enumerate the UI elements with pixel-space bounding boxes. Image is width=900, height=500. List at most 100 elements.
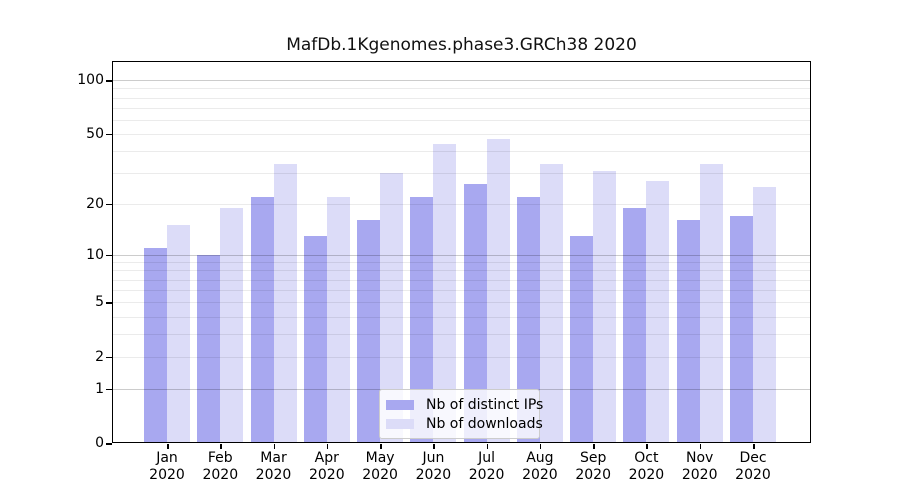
legend-entry-downloads: Nb of downloads bbox=[386, 414, 543, 433]
bar-downloads-jun bbox=[433, 143, 457, 443]
x-tick-year: 2020 bbox=[522, 467, 558, 483]
gridline-minor-3 bbox=[112, 334, 811, 335]
bar-downloads-feb bbox=[220, 207, 244, 443]
x-tick-label-feb: Feb 2020 bbox=[188, 450, 252, 484]
x-tick-month: Oct bbox=[634, 450, 659, 466]
legend-entry-distinct-ips: Nb of distinct IPs bbox=[386, 395, 543, 414]
gridline-minor-70 bbox=[112, 107, 811, 109]
y-tick-mark-0 bbox=[106, 443, 112, 445]
bar-downloads-sep bbox=[593, 170, 617, 443]
x-tick-mark-nov bbox=[699, 444, 702, 449]
y-tick-mark-1 bbox=[106, 388, 112, 390]
bar-distinct-ips-oct bbox=[623, 207, 647, 443]
bar-distinct-ips-jan bbox=[144, 247, 167, 443]
x-tick-year: 2020 bbox=[362, 467, 398, 483]
x-tick-label-jan: Jan 2020 bbox=[135, 450, 199, 484]
y-tick-mark-5 bbox=[106, 302, 112, 304]
x-tick-month: Sep bbox=[579, 450, 607, 466]
x-tick-month: Apr bbox=[314, 450, 339, 466]
bar-downloads-nov bbox=[699, 163, 723, 443]
bar-distinct-ips-aug bbox=[516, 196, 540, 443]
x-tick-label-oct: Oct 2020 bbox=[614, 450, 678, 484]
bar-distinct-ips-nov bbox=[676, 220, 700, 443]
x-tick-mark-may bbox=[380, 444, 382, 449]
y-tick-mark-50 bbox=[106, 133, 112, 136]
gridline-minor-40 bbox=[112, 151, 811, 153]
x-tick-year: 2020 bbox=[149, 467, 185, 483]
x-tick-year: 2020 bbox=[575, 467, 611, 483]
x-tick-year: 2020 bbox=[628, 467, 665, 483]
bar-distinct-ips-feb bbox=[197, 254, 221, 443]
gridline-minor-5 bbox=[112, 302, 811, 304]
x-tick-year: 2020 bbox=[255, 467, 292, 483]
x-tick-month: Aug bbox=[526, 450, 554, 466]
legend-swatch-distinct-ips bbox=[386, 399, 414, 410]
bar-downloads-apr bbox=[326, 196, 350, 443]
y-tick-mark-20 bbox=[106, 203, 112, 206]
gridline-minor-6 bbox=[112, 290, 811, 291]
chart-title: MafDb.1Kgenomes.phase3.GRCh38 2020 bbox=[286, 35, 637, 55]
y-tick-mark-100 bbox=[106, 80, 112, 82]
gridline-minor-90 bbox=[112, 88, 811, 90]
plot-area: Nb of distinct IPs Nb of downloads bbox=[112, 61, 811, 443]
x-tick-month: Mar bbox=[260, 450, 287, 466]
bar-downloads-mar bbox=[273, 163, 297, 443]
x-tick-year: 2020 bbox=[681, 467, 718, 483]
y-tick-label-50: 50 bbox=[86, 125, 104, 142]
gridline-minor-30 bbox=[112, 173, 811, 175]
x-tick-month: May bbox=[365, 450, 395, 466]
y-tick-label-1: 1 bbox=[95, 380, 104, 397]
x-tick-label-nov: Nov 2020 bbox=[668, 450, 732, 484]
y-tick-label-100: 100 bbox=[77, 72, 104, 89]
y-tick-label-10: 10 bbox=[86, 246, 104, 263]
gridline-minor-20 bbox=[112, 203, 811, 205]
x-tick-month: Dec bbox=[739, 450, 767, 466]
x-tick-mark-dec bbox=[753, 444, 755, 449]
gridline-minor-9 bbox=[112, 262, 811, 263]
y-tick-label-0: 0 bbox=[95, 435, 104, 451]
x-tick-year: 2020 bbox=[202, 467, 239, 483]
y-tick-label-20: 20 bbox=[86, 195, 104, 212]
bar-downloads-may bbox=[380, 173, 404, 443]
bar-distinct-ips-dec bbox=[730, 215, 753, 443]
bar-distinct-ips-jul bbox=[463, 183, 487, 443]
bar-distinct-ips-may bbox=[357, 220, 381, 443]
x-tick-label-dec: Dec 2020 bbox=[721, 450, 785, 484]
gridline-major-10 bbox=[112, 254, 811, 256]
gridline-minor-50 bbox=[112, 133, 811, 135]
y-tick-label-5: 5 bbox=[95, 294, 104, 311]
legend-label-distinct-ips: Nb of distinct IPs bbox=[426, 396, 544, 413]
bar-downloads-dec bbox=[753, 186, 776, 443]
x-tick-year: 2020 bbox=[415, 467, 452, 483]
x-tick-label-sep: Sep 2020 bbox=[561, 450, 625, 484]
gridline-minor-4 bbox=[112, 316, 811, 318]
x-tick-label-mar: Mar 2020 bbox=[242, 450, 306, 484]
x-tick-mark-jun bbox=[433, 444, 435, 449]
x-tick-mark-oct bbox=[646, 444, 648, 449]
x-tick-label-may: May 2020 bbox=[348, 450, 412, 484]
y-tick-label-2: 2 bbox=[95, 348, 104, 365]
gridline-minor-7 bbox=[112, 279, 811, 281]
gridline-minor-8 bbox=[112, 270, 811, 272]
gridline-minor-80 bbox=[112, 97, 811, 99]
legend: Nb of distinct IPs Nb of downloads bbox=[379, 389, 543, 439]
x-tick-mark-jan bbox=[167, 444, 169, 449]
x-tick-year: 2020 bbox=[468, 467, 505, 483]
x-tick-month: Jan bbox=[156, 450, 178, 466]
x-tick-year: 2020 bbox=[308, 467, 345, 483]
x-tick-month: Feb bbox=[207, 450, 233, 466]
x-tick-mark-mar bbox=[273, 444, 275, 449]
x-tick-year: 2020 bbox=[735, 467, 771, 483]
legend-label-downloads: Nb of downloads bbox=[426, 415, 543, 432]
gridline-major-100 bbox=[112, 80, 811, 82]
x-tick-label-jul: Jul 2020 bbox=[455, 450, 519, 484]
x-tick-mark-feb bbox=[220, 444, 222, 449]
y-tick-mark-2 bbox=[106, 356, 112, 359]
x-tick-label-apr: Apr 2020 bbox=[295, 450, 359, 484]
x-tick-month: Nov bbox=[686, 450, 714, 466]
bar-downloads-jan bbox=[167, 225, 190, 443]
x-tick-month: Jul bbox=[478, 450, 496, 466]
bar-downloads-aug bbox=[539, 163, 563, 443]
x-tick-month: Jun bbox=[422, 450, 445, 466]
